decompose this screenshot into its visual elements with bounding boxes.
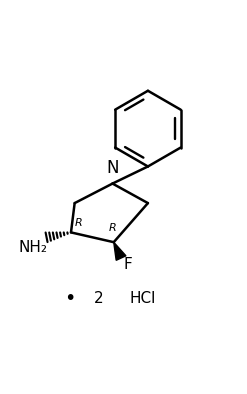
Text: R: R <box>109 223 116 232</box>
Text: 2: 2 <box>94 291 104 306</box>
Text: HCl: HCl <box>130 291 156 306</box>
Text: NH₂: NH₂ <box>19 240 48 255</box>
Text: F: F <box>124 256 132 271</box>
Text: •: • <box>64 289 76 308</box>
Polygon shape <box>114 242 126 260</box>
Text: R: R <box>74 217 82 228</box>
Text: N: N <box>106 160 119 177</box>
